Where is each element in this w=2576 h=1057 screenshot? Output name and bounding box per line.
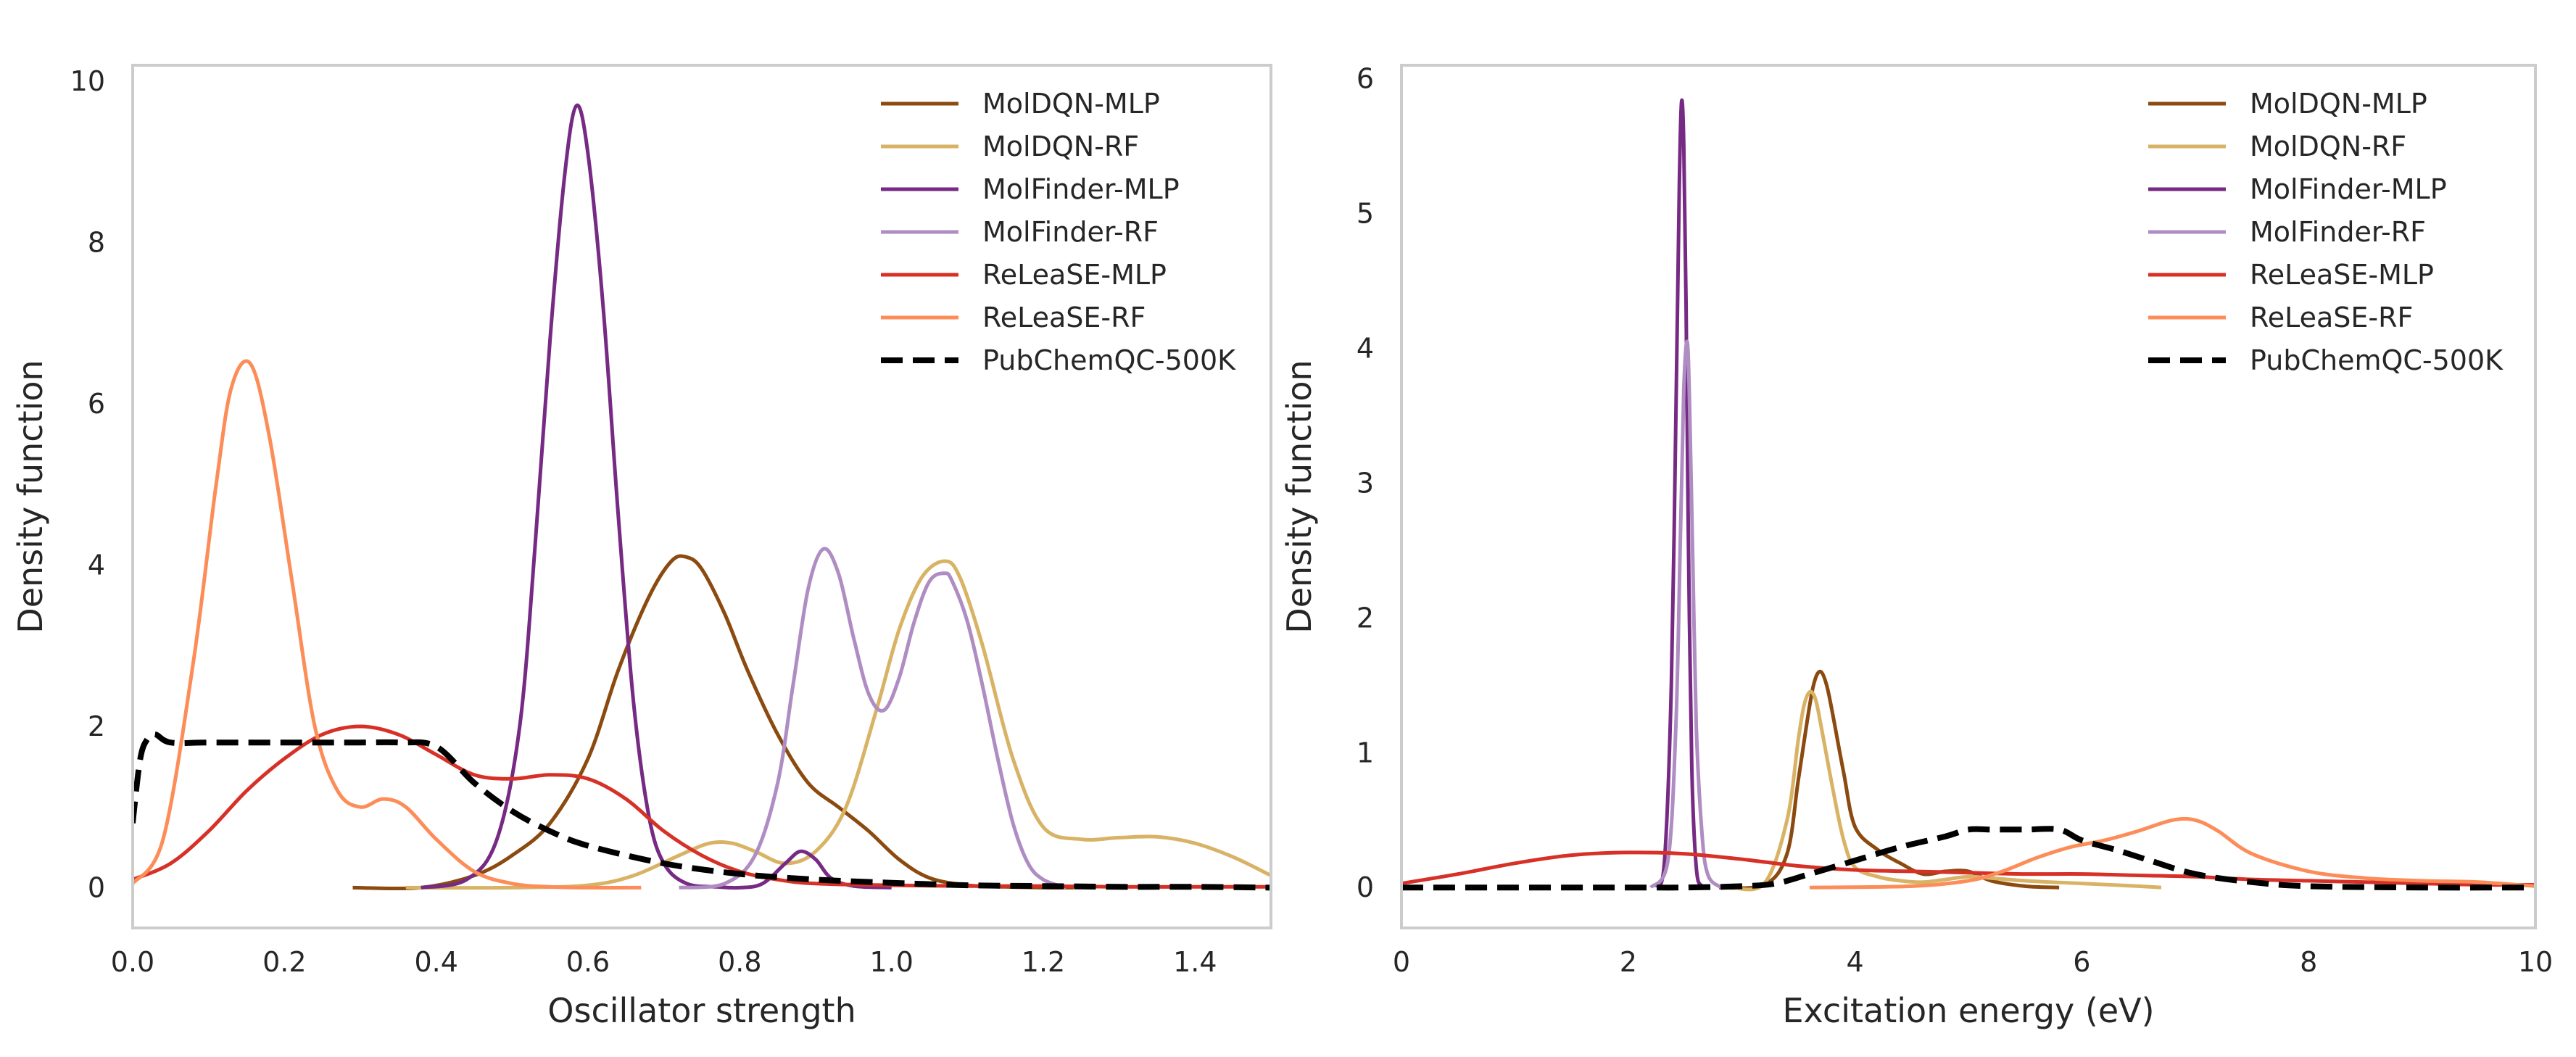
y-tick-label: 1 [1357,737,1374,768]
series-line-pubchemqc-500k [133,731,1271,891]
x-tick-label: 10 [2518,946,2553,978]
legend-label-release-rf: ReLeaSE-RF [982,302,1146,333]
y-tick-label: 0 [88,871,105,903]
legend-label-molfinder-mlp: MolFinder-MLP [2250,173,2447,205]
excitation-energy-panel: 0 2 4 6 8 10 0 1 2 3 4 5 6 Excitation energy (eV) Dens… [1280,63,2553,1030]
y-tick-label: 3 [1357,467,1374,499]
legend-label-release-mlp: ReLeaSE-MLP [2250,259,2434,291]
plot-area [133,103,1271,891]
series-line-pubchemqc-500k [1401,826,2535,891]
legend-label-molfinder-rf: MolFinder-RF [982,216,1159,248]
x-tick-label: 4 [1847,946,1864,978]
x-tick-label: 2 [1620,946,1637,978]
legend-label-release-rf: ReLeaSE-RF [2250,302,2413,333]
x-tick-label: 0.0 [111,946,154,978]
x-tick-label: 0.2 [262,946,306,978]
legend-label-moldqn-mlp: MolDQN-MLP [2250,88,2427,120]
x-tick-label: 1.0 [869,946,913,978]
series-line-moldqn-mlp [352,554,1074,891]
series-line-release-rf [133,359,642,890]
legend-label-release-mlp: ReLeaSE-MLP [982,259,1167,291]
x-axis-label: Oscillator strength [547,991,856,1030]
legend-label-pubchemqc-500k: PubChemQC-500K [982,344,1236,376]
y-tick-label: 8 [88,227,105,259]
x-tick-label: 0 [1393,946,1410,978]
x-tick-label: 0.4 [414,946,457,978]
series-line-moldqn-rf [405,559,1271,890]
x-tick-label: 6 [2073,946,2090,978]
series-line-moldqn-rf [1730,689,2162,892]
legend: MolDQN-MLP MolDQN-RF MolFinder-MLP MolFinde… [881,88,1236,376]
legend-label-pubchemqc-500k: PubChemQC-500K [2250,344,2503,376]
y-tick-label: 6 [1357,63,1374,95]
y-tick-label: 6 [88,388,105,420]
plot-area [1401,98,2535,892]
y-tick-label: 2 [1357,602,1374,634]
y-tick-label: 4 [88,550,105,581]
legend-label-moldqn-rf: MolDQN-RF [2250,130,2406,162]
x-tick-label: 0.6 [566,946,610,978]
x-tick-label: 0.8 [718,946,761,978]
legend-label-moldqn-rf: MolDQN-RF [982,130,1139,162]
y-tick-label: 4 [1357,332,1374,364]
y-axis-label: Density function [11,360,50,633]
y-tick-label: 2 [88,710,105,742]
plot-frame [131,64,1272,929]
legend: MolDQN-MLP MolDQN-RF MolFinder-MLP MolFinde… [2148,88,2503,376]
y-axis-label: Density function [1280,360,1319,633]
series-line-release-mlp [1401,850,2535,887]
y-tick-label: 10 [70,65,105,97]
x-tick-label: 8 [2300,946,2317,978]
x-tick-label: 1.4 [1173,946,1217,978]
legend-label-moldqn-mlp: MolDQN-MLP [982,88,1160,120]
oscillator-strength-panel: 0.0 0.2 0.4 0.6 0.8 1.0 1.2 1.4 0 2 4 6 8 10 Oscillato… [11,64,1272,1030]
series-line-moldqn-mlp [1718,669,2060,890]
plot-frame [1400,64,2537,929]
series-line-molfinder-mlp [1654,98,1710,890]
series-line-molfinder-rf [679,547,1067,890]
series-line-molfinder-mlp [421,103,892,890]
x-axis-label: Excitation energy (eV) [1782,991,2154,1030]
series-line-molfinder-rf [1649,339,1731,890]
y-tick-label: 5 [1357,198,1374,230]
y-tick-label: 0 [1357,871,1374,903]
legend-label-molfinder-mlp: MolFinder-MLP [982,173,1180,205]
series-line-release-mlp [133,724,1271,889]
series-line-release-rf [1809,816,2535,890]
legend-label-molfinder-rf: MolFinder-RF [2250,216,2426,248]
x-tick-label: 1.2 [1022,946,1065,978]
